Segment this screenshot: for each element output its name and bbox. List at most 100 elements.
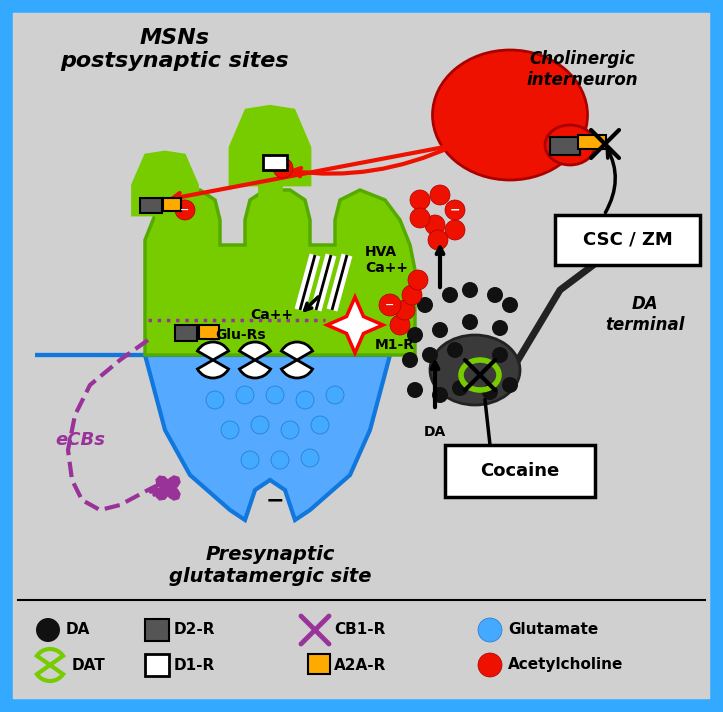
Circle shape [301,449,319,467]
Text: Presynaptic
glutatamergic site: Presynaptic glutatamergic site [168,545,371,586]
Circle shape [296,391,314,409]
Circle shape [408,270,428,290]
Circle shape [492,347,508,363]
Circle shape [311,416,329,434]
Bar [199,325,219,339]
Circle shape [271,451,289,469]
Wedge shape [281,342,312,360]
Circle shape [417,297,433,313]
Wedge shape [197,342,228,360]
Wedge shape [239,360,270,378]
Bar [308,654,330,674]
Text: eCBs: eCBs [55,431,105,449]
Text: −: − [450,204,461,216]
Polygon shape [230,106,310,185]
Circle shape [273,158,293,178]
Polygon shape [259,185,281,215]
Text: M1-R: M1-R [375,338,415,352]
Bar [145,619,169,641]
Circle shape [478,618,502,642]
Text: HVA
Ca++: HVA Ca++ [365,245,408,276]
Circle shape [410,208,430,228]
Circle shape [379,294,401,316]
Circle shape [175,200,195,220]
Polygon shape [156,476,180,500]
Circle shape [36,618,60,642]
Polygon shape [156,215,174,240]
Circle shape [395,300,415,320]
Text: DAT: DAT [72,657,106,673]
Circle shape [266,386,284,404]
Circle shape [445,220,465,240]
Bar [578,135,606,149]
Text: Cocaine: Cocaine [480,462,560,480]
Circle shape [487,287,503,303]
Circle shape [241,451,259,469]
Circle shape [422,347,438,363]
Circle shape [462,314,478,330]
Bar [175,325,197,341]
Bar [163,198,181,211]
Circle shape [492,320,508,336]
Circle shape [221,421,239,439]
Circle shape [432,322,448,338]
Bar [550,137,580,155]
Wedge shape [197,360,228,378]
Text: CSC / ZM: CSC / ZM [583,231,673,249]
Text: DA: DA [424,425,446,439]
Circle shape [432,387,448,403]
Circle shape [425,215,445,235]
Text: Ca++: Ca++ [250,308,293,322]
Ellipse shape [430,335,520,405]
Circle shape [251,416,269,434]
Circle shape [281,421,299,439]
Bar [263,155,287,170]
Text: DA
terminal: DA terminal [605,295,685,334]
Circle shape [430,185,450,205]
Circle shape [407,327,423,343]
Text: A2A-R: A2A-R [334,657,386,673]
Text: DA: DA [66,622,90,637]
Text: −: − [180,205,189,215]
Text: D2-R: D2-R [174,622,215,637]
Circle shape [236,386,254,404]
Bar [140,198,162,213]
Text: MSNs
postsynaptic sites: MSNs postsynaptic sites [61,28,289,71]
Circle shape [445,200,465,220]
Polygon shape [35,355,390,520]
Circle shape [502,377,518,393]
Text: −: − [265,490,284,510]
Circle shape [402,352,418,368]
Circle shape [402,285,422,305]
Circle shape [502,297,518,313]
Circle shape [447,342,463,358]
Bar [145,654,169,676]
Text: Glu-Rs: Glu-Rs [215,328,265,342]
Text: Glutamate: Glutamate [508,622,598,637]
Circle shape [410,190,430,210]
Circle shape [407,382,423,398]
Circle shape [462,282,478,298]
Text: −: − [385,300,395,310]
Circle shape [478,653,502,677]
Polygon shape [132,152,197,215]
Polygon shape [156,476,180,500]
Text: Acetylcholine: Acetylcholine [508,657,623,673]
Text: −: − [278,163,288,173]
Circle shape [442,287,458,303]
Bar [445,445,595,497]
Polygon shape [145,190,415,355]
Circle shape [326,386,344,404]
Circle shape [428,230,448,250]
Text: CB1-R: CB1-R [334,622,385,637]
Ellipse shape [432,50,588,180]
Circle shape [206,391,224,409]
Ellipse shape [545,125,595,165]
Circle shape [452,380,468,396]
Polygon shape [327,297,383,353]
Bar [555,215,700,265]
Circle shape [390,315,410,335]
Text: Cholinergic
interneuron: Cholinergic interneuron [526,50,638,89]
Wedge shape [281,360,312,378]
Text: D1-R: D1-R [174,657,215,673]
